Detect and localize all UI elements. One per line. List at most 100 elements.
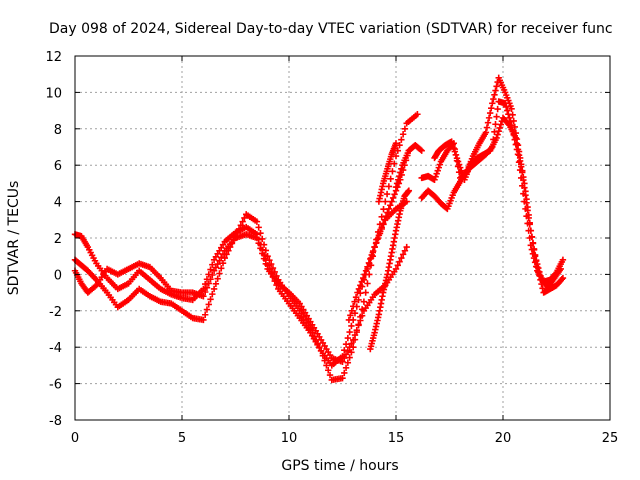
data-point: [380, 205, 387, 213]
data-point: [345, 316, 353, 324]
data-point: [201, 311, 209, 318]
data-point: [352, 293, 360, 301]
data-point: [506, 114, 513, 122]
data-point: [448, 138, 455, 145]
series-trace-a: [71, 198, 410, 369]
data-point: [374, 236, 381, 243]
y-tick-label: 6: [54, 159, 62, 174]
data-point: [378, 224, 385, 231]
data-point: [398, 165, 405, 173]
data-point: [387, 175, 394, 183]
data-point: [362, 289, 369, 296]
data-point: [385, 205, 393, 213]
data-point: [403, 243, 410, 251]
x-tick-label: 25: [602, 431, 619, 446]
data-point: [513, 140, 521, 147]
data-point: [355, 322, 362, 329]
data-point: [214, 260, 221, 268]
data-point: [559, 256, 567, 264]
data-point: [347, 312, 354, 319]
data-point: [392, 265, 400, 273]
data-point: [219, 259, 227, 267]
data-point: [323, 362, 330, 369]
data-point: [399, 251, 407, 258]
data-point: [342, 340, 350, 348]
data-point: [209, 290, 216, 298]
series-trace-h: [418, 98, 567, 285]
data-point: [360, 298, 368, 305]
data-point: [392, 183, 400, 191]
data-point: [483, 124, 491, 131]
data-point: [451, 148, 459, 155]
data-point: [484, 119, 492, 126]
data-point: [493, 113, 500, 120]
data-point: [239, 218, 246, 225]
data-point: [218, 265, 225, 272]
data-point: [341, 354, 348, 362]
x-tick-label: 10: [281, 431, 298, 446]
y-tick-label: -4: [49, 341, 62, 356]
data-point: [392, 140, 400, 147]
data-point: [398, 136, 405, 143]
data-point: [434, 167, 441, 174]
data-point: [269, 264, 277, 272]
data-point: [271, 268, 278, 276]
data-point: [496, 124, 503, 132]
data-point: [559, 274, 567, 282]
data-point: [436, 161, 444, 168]
data-point: [368, 251, 375, 259]
data-point: [259, 235, 266, 243]
data-point: [495, 128, 502, 135]
data-point: [257, 229, 264, 237]
x-tick-label: 20: [495, 431, 512, 446]
data-point: [519, 169, 526, 176]
data-point: [536, 268, 543, 276]
data-point: [344, 347, 352, 355]
data-point: [457, 164, 464, 171]
y-tick-label: 10: [45, 86, 62, 101]
data-point: [486, 109, 494, 117]
data-point: [497, 121, 505, 128]
data-point: [262, 247, 270, 254]
data-point: [453, 155, 461, 162]
data-point: [401, 125, 409, 132]
data-point: [207, 266, 214, 273]
data-point: [530, 246, 538, 254]
data-point: [394, 262, 401, 269]
data-point: [394, 176, 402, 183]
data-point: [201, 288, 209, 296]
data-point: [348, 307, 355, 314]
data-point: [241, 214, 248, 222]
data-point: [383, 190, 391, 198]
data-point: [375, 232, 383, 239]
series-trace-j: [431, 114, 564, 291]
data-point: [257, 245, 264, 252]
series-trace-g: [392, 141, 425, 191]
x-axis-label: GPS time / hours: [281, 458, 398, 474]
data-point: [203, 306, 211, 313]
data-point: [517, 163, 525, 170]
data-point: [377, 228, 384, 235]
data-point: [399, 131, 407, 138]
data-point: [458, 167, 465, 174]
data-point: [515, 151, 523, 159]
data-point: [307, 325, 314, 333]
data-point: [321, 357, 328, 364]
data-point: [485, 114, 493, 122]
y-tick-label: -8: [49, 414, 62, 429]
data-point: [205, 301, 212, 308]
data-point: [431, 176, 438, 183]
data-point: [435, 164, 442, 171]
data-point: [405, 187, 413, 194]
data-point: [491, 91, 498, 99]
data-point: [267, 260, 275, 268]
data-point: [531, 253, 539, 260]
data-point: [351, 310, 359, 317]
data-point: [532, 256, 540, 264]
data-point: [216, 270, 223, 277]
data-point: [266, 256, 273, 264]
data-point: [237, 222, 245, 229]
y-tick-label: 4: [54, 196, 62, 211]
data-point: [493, 134, 500, 142]
data-point: [210, 267, 218, 274]
